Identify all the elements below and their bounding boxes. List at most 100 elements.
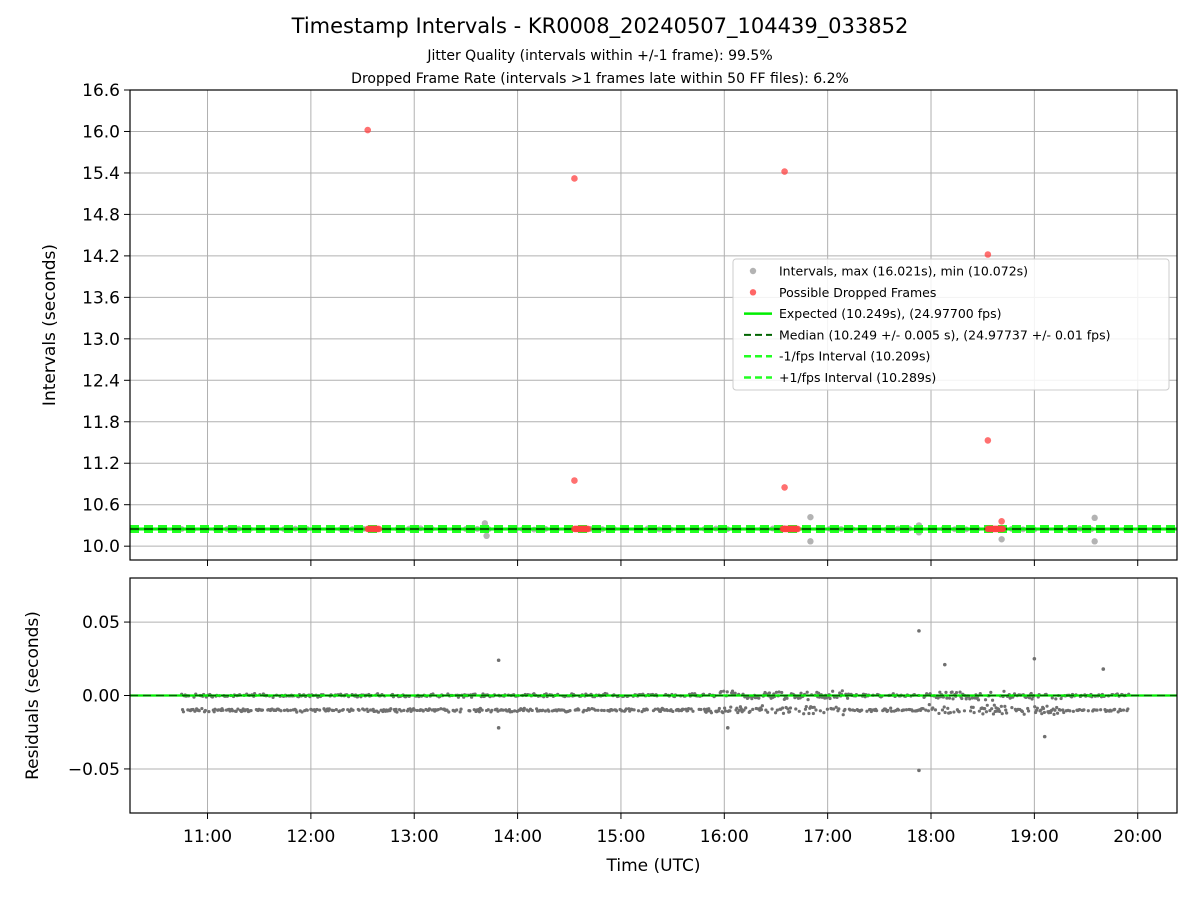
residual-point [759, 707, 764, 712]
residual-point [421, 709, 425, 713]
dropped-frame-point [984, 251, 992, 258]
residual-point [665, 708, 670, 713]
legend-expected-label: Expected (10.249s), (24.97700 fps) [779, 306, 1001, 321]
dropped-frame-point [984, 437, 992, 444]
bottom-y-tick-label: 0.05 [82, 613, 120, 633]
residual-point [1095, 708, 1099, 712]
residual-point [775, 708, 779, 712]
residual-point [1041, 706, 1046, 711]
top-axes-frame [129, 89, 1178, 561]
residual-point [777, 690, 781, 694]
dropped-frame-cluster-point [794, 525, 802, 533]
residual-point [459, 707, 463, 711]
residual-point [989, 690, 993, 694]
residual-point [760, 704, 764, 708]
interval-outlier-point [483, 532, 490, 540]
residual-point [455, 708, 459, 712]
residual-point [848, 708, 852, 712]
residual-point [962, 709, 967, 713]
residual-point [940, 708, 945, 712]
residual-point [788, 706, 793, 710]
legend-dropped-marker [749, 289, 757, 296]
residual-point [837, 707, 841, 711]
residual-point [1030, 697, 1034, 701]
residual-point [804, 704, 808, 709]
x-tick-label: 11:00 [183, 827, 232, 847]
residual-point [234, 709, 238, 714]
residual-point [781, 711, 786, 715]
residual-point [249, 708, 253, 713]
residual-point [577, 708, 581, 712]
residual-point [640, 710, 644, 714]
residual-point [1116, 710, 1120, 714]
residual-point [1010, 705, 1014, 710]
residual-point [412, 708, 417, 712]
top-plot-area [130, 126, 1177, 545]
residual-point [541, 708, 545, 712]
top-y-tick-label: 13.0 [82, 330, 120, 350]
x-tick-label: 12:00 [286, 827, 335, 847]
top-y-tick-label: 11.8 [82, 413, 120, 433]
residual-point [602, 708, 606, 713]
residual-point [927, 703, 931, 707]
residual-point [1061, 708, 1065, 712]
residual-point [1035, 706, 1039, 710]
residual-point [835, 695, 839, 700]
residual-point [1005, 711, 1009, 715]
legend-intervals-marker [749, 267, 757, 275]
legend-minus-1fps-label: -1/fps Interval (10.209s) [779, 349, 930, 364]
residual-point [624, 707, 628, 711]
residual-point [582, 708, 586, 712]
legend-intervals-label: Intervals, max (16.021s), min (10.072s) [779, 264, 1028, 279]
residual-point [1077, 707, 1082, 712]
residual-point [496, 709, 500, 713]
residual-point [1119, 708, 1123, 713]
residual-point [709, 711, 714, 715]
residual-point [943, 710, 947, 715]
residual-point [812, 705, 816, 709]
residual-point [985, 703, 989, 707]
residual-point [764, 708, 768, 712]
bottom-y-tick-label: −0.05 [68, 760, 120, 780]
residual-point [822, 711, 826, 715]
residual-point [338, 709, 342, 713]
x-tick-label: 19:00 [1010, 827, 1059, 847]
residual-point [992, 703, 996, 707]
residual-point [831, 689, 835, 693]
residual-point [439, 707, 443, 711]
residual-point [501, 708, 505, 712]
residual-point [490, 708, 494, 712]
residual-point [610, 708, 614, 712]
residual-point [716, 709, 721, 713]
residual-point [1022, 712, 1026, 716]
residual-point [735, 706, 739, 710]
residual-point [477, 710, 482, 714]
residual-point [1071, 709, 1075, 713]
residual-point [1026, 706, 1030, 711]
residual-point [904, 708, 909, 712]
residual-point [203, 708, 207, 713]
residual-point [736, 710, 740, 715]
residual-point [803, 707, 808, 711]
residual-point [730, 689, 735, 693]
residual-point [773, 711, 778, 715]
residual-point [653, 707, 657, 711]
interval-outlier-point [807, 513, 814, 521]
residual-point [1055, 705, 1059, 710]
residual-point [315, 707, 319, 712]
interval-outlier-point [807, 538, 814, 545]
residual-point [717, 706, 721, 711]
residual-point [399, 709, 403, 713]
residual-point [954, 690, 959, 695]
residual-point [1068, 709, 1072, 713]
residual-point [1042, 710, 1046, 715]
residual-point [814, 708, 818, 712]
residual-point [766, 710, 770, 714]
residual-point [436, 708, 440, 712]
top-y-axis-label: Intervals (seconds) [40, 244, 60, 406]
x-tick-label: 15:00 [596, 827, 645, 847]
residual-outlier-point [917, 629, 921, 633]
residual-point [351, 708, 355, 712]
residual-point [1109, 709, 1113, 713]
